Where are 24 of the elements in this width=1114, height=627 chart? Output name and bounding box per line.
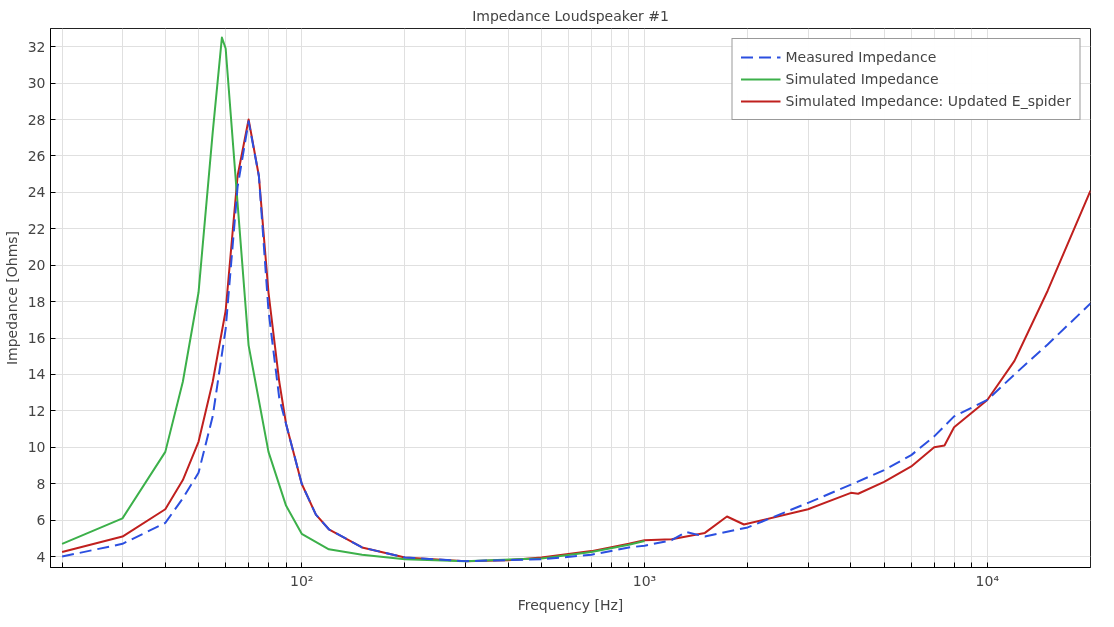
x-tick-label: 10² xyxy=(290,572,314,589)
legend-label: Simulated Impedance: Updated E_spider xyxy=(785,93,1071,109)
x-axis-title: Frequency [Hz] xyxy=(517,596,624,613)
y-tick-label: 32 xyxy=(27,38,46,55)
y-tick-label: 4 xyxy=(36,548,46,565)
y-tick-label: 30 xyxy=(27,75,46,92)
x-tick-label: 10³ xyxy=(632,572,657,589)
chart-title: Impedance Loudspeaker #1 xyxy=(472,7,669,24)
y-tick-label: 6 xyxy=(36,512,46,529)
y-tick-label: 20 xyxy=(27,257,46,274)
y-tick-label: 26 xyxy=(27,147,46,164)
y-axis-title: Impedance [Ohms] xyxy=(3,230,20,366)
legend-label: Simulated Impedance xyxy=(785,71,939,87)
legend-label: Measured Impedance xyxy=(785,49,937,65)
y-tick-label: 12 xyxy=(27,402,46,419)
y-tick-label: 22 xyxy=(27,220,46,237)
y-tick-label: 8 xyxy=(36,475,46,492)
y-tick-label: 24 xyxy=(27,184,46,201)
y-tick-label: 10 xyxy=(27,439,46,456)
y-tick-label: 16 xyxy=(27,330,46,347)
y-tick-label: 14 xyxy=(27,366,46,383)
y-tick-label: 28 xyxy=(27,111,46,128)
y-tick-label: 18 xyxy=(27,293,46,310)
x-tick-label: 10⁴ xyxy=(975,572,1000,589)
